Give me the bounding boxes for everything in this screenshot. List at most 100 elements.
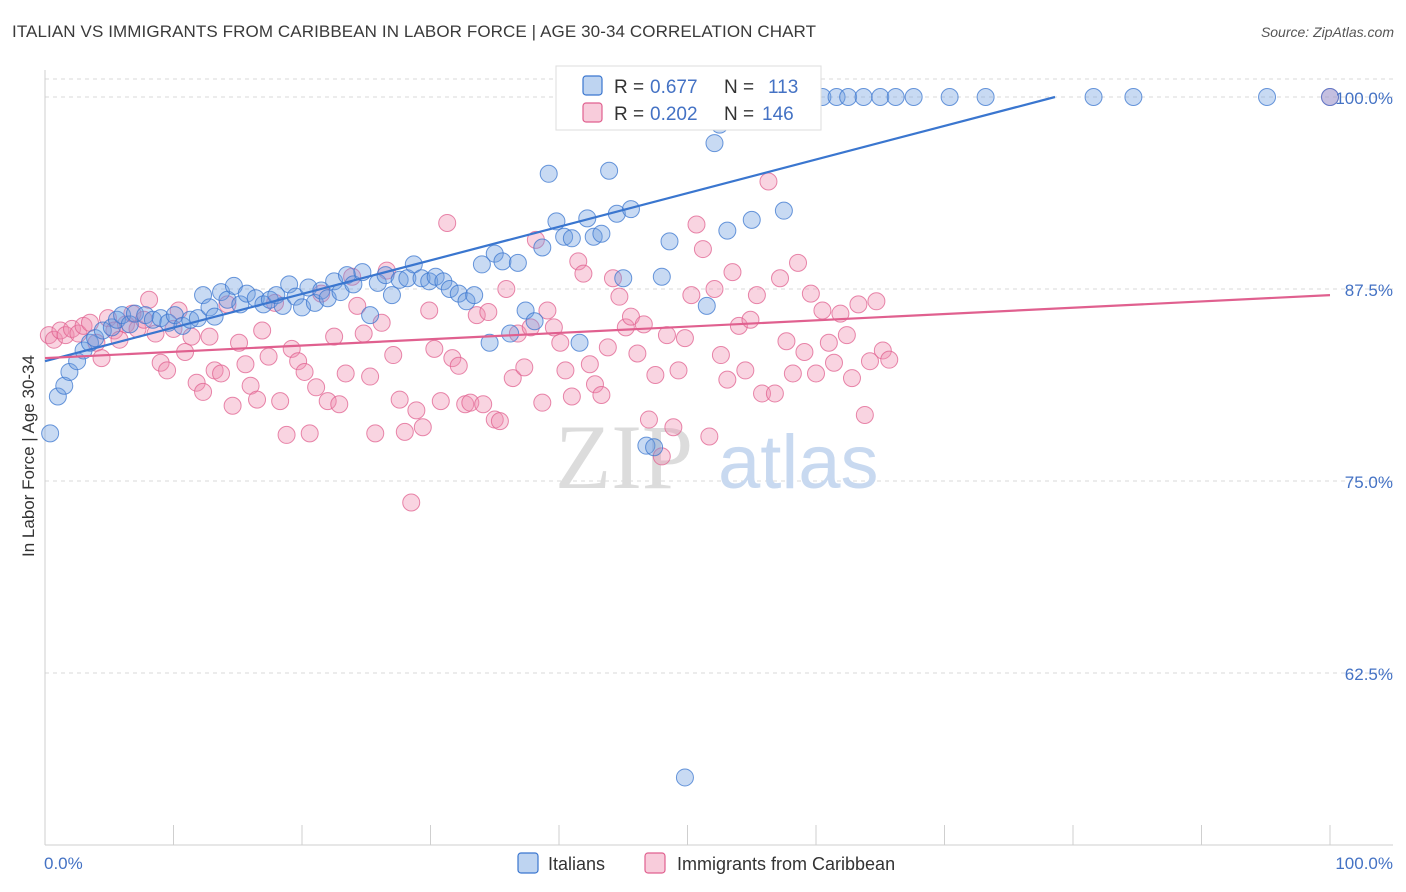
legend-swatch-caribbean <box>582 102 603 123</box>
caribbean-point <box>880 350 899 369</box>
caribbean-point <box>580 355 599 374</box>
caribbean-point <box>693 240 712 259</box>
caribbean-point <box>271 392 290 411</box>
caribbean-point <box>212 364 231 383</box>
caribbean-point <box>325 327 344 346</box>
italians-point <box>501 324 520 343</box>
caribbean-point <box>479 303 498 322</box>
italians-point <box>637 436 656 455</box>
caribbean-point <box>831 304 850 323</box>
legend-r-value-caribbean: 0.202 <box>650 104 698 125</box>
caribbean-point <box>420 301 439 320</box>
italians-point <box>886 88 905 106</box>
legend-r-label-italians: R = <box>614 77 644 98</box>
italians-point <box>361 306 380 325</box>
y-tick-label: 100.0% <box>1335 89 1393 108</box>
italians-point <box>705 134 724 153</box>
caribbean-point <box>592 385 611 404</box>
caribbean-point <box>723 263 742 282</box>
legend-n-value-italians: 113 <box>768 77 798 98</box>
caribbean-point <box>855 405 874 424</box>
caribbean-point <box>474 395 493 414</box>
caribbean-point <box>538 301 557 320</box>
italians-trend-line <box>44 95 1056 363</box>
caribbean-point <box>151 353 170 372</box>
y-tick-label: 62.5% <box>1345 665 1393 684</box>
caribbean-point <box>842 369 861 388</box>
caribbean-point <box>497 280 516 298</box>
italians-point <box>660 232 679 251</box>
italians-point <box>1321 88 1339 106</box>
italians-point <box>434 272 453 291</box>
caribbean-point <box>824 353 843 372</box>
series-legend-swatch-caribbean <box>644 852 666 874</box>
italians-point <box>200 298 219 317</box>
legend-r-label-caribbean: R = <box>614 104 644 125</box>
caribbean-point <box>431 392 450 411</box>
caribbean-point <box>307 378 326 397</box>
caribbean-point <box>336 364 355 383</box>
caribbean-point <box>669 361 688 380</box>
y-tick-label: 75.0% <box>1345 473 1393 492</box>
legend-r-value-italians: 0.677 <box>650 77 698 98</box>
italians-point <box>440 280 459 298</box>
caribbean-point <box>544 318 563 337</box>
caribbean-point <box>402 493 421 512</box>
y-tick-label: 87.5% <box>1345 281 1393 300</box>
caribbean-point <box>705 280 724 298</box>
italians-point <box>614 269 633 288</box>
caribbean-point <box>729 316 748 335</box>
caribbean-point <box>675 329 694 348</box>
caribbean-point <box>425 339 444 358</box>
caribbean-point <box>873 341 892 360</box>
watermark-atlas: atlas <box>718 420 879 505</box>
caribbean-point <box>248 390 267 409</box>
caribbean-point <box>837 326 856 345</box>
caribbean-point <box>348 296 367 315</box>
legend-n-label-caribbean: N = <box>724 104 754 125</box>
italians-point <box>976 88 995 106</box>
italians-point <box>449 284 468 303</box>
caribbean-point <box>711 346 730 365</box>
x-tick-label-min: 0.0% <box>44 854 83 873</box>
italians-point <box>472 255 491 274</box>
caribbean-point <box>194 382 213 401</box>
italians-point <box>600 161 619 180</box>
caribbean-point <box>330 395 349 414</box>
caribbean-point <box>158 361 177 380</box>
italians-point <box>86 329 105 348</box>
stats-legend: R = 0.677 N = 113 R = 0.202 N = 146 <box>555 65 822 131</box>
italians-point <box>465 286 484 305</box>
series-legend-label-caribbean: Immigrants from Caribbean <box>677 854 895 874</box>
italians-point <box>237 284 256 303</box>
italians-point <box>273 296 292 315</box>
caribbean-point <box>657 326 676 345</box>
caribbean-point <box>849 295 868 314</box>
caribbean-point <box>259 347 278 366</box>
caribbean-point <box>443 349 462 368</box>
italians-point <box>41 424 60 443</box>
italians-point <box>570 333 589 352</box>
caribbean-point <box>634 315 653 334</box>
y-axis-title: In Labor Force | Age 30-34 <box>19 355 38 557</box>
italians-point <box>645 438 664 457</box>
caribbean-point <box>366 424 385 443</box>
gridlines <box>45 78 1393 674</box>
caribbean-point <box>253 321 272 340</box>
italians-point <box>1084 88 1103 106</box>
italians-point <box>480 333 499 352</box>
caribbean-point <box>700 427 719 446</box>
caribbean-point <box>390 390 409 409</box>
legend-n-value-caribbean: 146 <box>762 104 794 125</box>
caribbean-point <box>318 392 337 411</box>
italians-point <box>697 296 716 315</box>
caribbean-point <box>574 264 593 283</box>
caribbean-point <box>300 424 319 443</box>
italians-point <box>854 88 873 106</box>
caribbean-point <box>515 358 534 377</box>
italians-point <box>143 310 162 329</box>
caribbean-point <box>628 344 647 363</box>
caribbean-point <box>718 370 737 389</box>
italians-point <box>485 244 504 263</box>
